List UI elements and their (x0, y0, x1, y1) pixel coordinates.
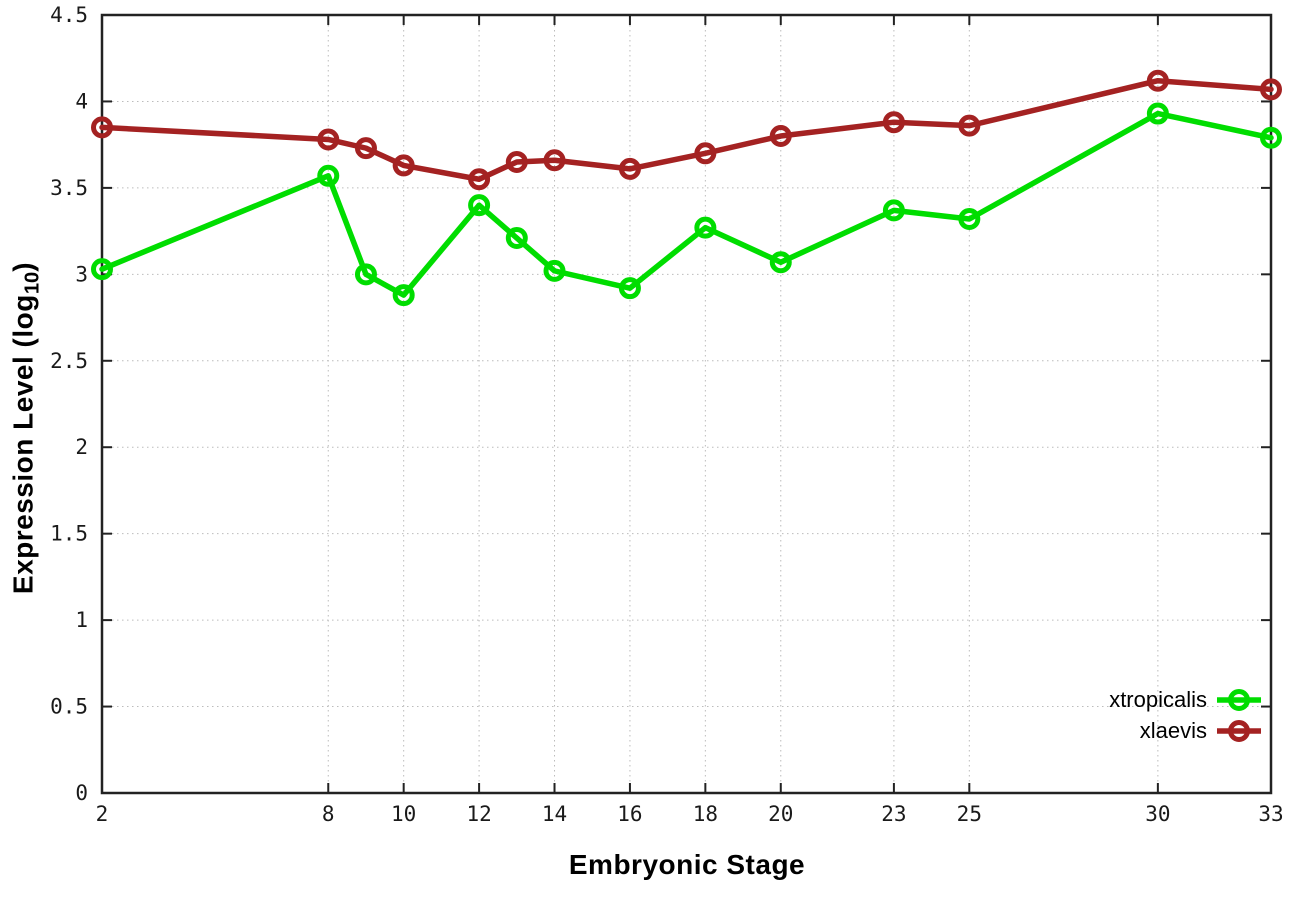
x-tick-label: 18 (693, 802, 718, 826)
series-line-xlaevis (99, 77, 1274, 182)
legend-marker-xlaevis-icon (1217, 719, 1261, 742)
data-point-xlaevis (543, 149, 566, 172)
data-point-xlaevis (1260, 78, 1282, 101)
legend-label-xlaevis: xlaevis (1139, 717, 1207, 743)
legend-marker-xtropicalis-icon (1217, 688, 1261, 711)
data-point-xlaevis (1146, 69, 1169, 92)
legend-item-xlaevis: xlaevis (1140, 715, 1262, 746)
data-point-xlaevis (392, 154, 415, 177)
axis-ticks (101, 14, 1272, 794)
data-point-xtropicalis (543, 259, 566, 282)
x-tick-label: 12 (466, 802, 491, 826)
y-axis-label-text: Expression Level (log (7, 294, 39, 595)
data-point-xtropicalis (958, 208, 981, 231)
x-tick-label: 8 (322, 802, 335, 826)
data-point-xlaevis (958, 114, 981, 137)
y-axis-label-subscript: 10 (21, 271, 44, 295)
x-tick-label: 30 (1145, 802, 1170, 826)
x-tick-labels: 2 8 10 12 14 16 18 20 23 25 30 33 (96, 802, 1284, 826)
legend-label-xtropicalis: xtropicalis (1109, 686, 1207, 712)
y-tick-label: 3 (75, 262, 88, 286)
y-tick-label: 4.5 (50, 3, 88, 27)
x-tick-label: 23 (881, 802, 906, 826)
y-axis-label-close: ) (7, 261, 39, 272)
data-point-xtropicalis (317, 164, 340, 187)
data-point-xlaevis (882, 111, 905, 134)
data-point-xtropicalis (618, 277, 641, 300)
data-point-xtropicalis (1260, 126, 1282, 149)
y-tick-label: 2.5 (50, 349, 88, 373)
y-tick-label: 1.5 (50, 522, 88, 546)
y-tick-label: 4 (75, 89, 88, 113)
data-point-xtropicalis (769, 251, 792, 274)
x-tick-label: 14 (542, 802, 567, 826)
data-point-xlaevis (91, 116, 113, 139)
data-point-xtropicalis (392, 284, 415, 307)
data-point-xtropicalis (1146, 102, 1169, 125)
x-tick-label: 25 (957, 802, 982, 826)
data-point-xtropicalis (91, 258, 113, 281)
plot-border (100, 13, 1273, 795)
x-axis-label: Embryonic Stage (568, 849, 806, 880)
data-point-xlaevis (769, 125, 792, 148)
data-point-xlaevis (694, 142, 717, 165)
data-point-xlaevis (505, 150, 528, 173)
series-xtropicalis (91, 102, 1282, 307)
y-tick-labels: 0 0.5 1 1.5 2 2.5 3 3.5 4 4.5 (50, 3, 88, 805)
data-point-xtropicalis (882, 199, 905, 222)
data-point-xtropicalis (468, 194, 491, 217)
y-tick-label: 0.5 (50, 695, 88, 719)
x-tick-label: 2 (96, 802, 109, 826)
gridlines (102, 15, 1271, 793)
y-tick-label: 0 (75, 781, 88, 805)
y-axis-label: Expression Level (log10) (8, 262, 45, 594)
x-tick-label: 20 (768, 802, 793, 826)
data-point-xlaevis (468, 168, 491, 191)
data-point-xtropicalis (354, 263, 377, 286)
series-xlaevis (91, 69, 1282, 191)
x-tick-label: 16 (617, 802, 642, 826)
data-point-xlaevis (618, 157, 641, 180)
series-line-xtropicalis (99, 110, 1274, 298)
data-point-xlaevis (354, 137, 377, 160)
legend: xtropicalis xlaevis (1109, 684, 1262, 746)
y-tick-label: 2 (75, 435, 88, 459)
y-tick-label: 1 (75, 608, 88, 632)
legend-item-xtropicalis: xtropicalis (1109, 684, 1262, 715)
data-point-xtropicalis (694, 216, 717, 239)
y-tick-label: 3.5 (50, 176, 88, 200)
data-point-xlaevis (317, 128, 340, 151)
x-tick-label: 33 (1258, 802, 1283, 826)
data-point-xtropicalis (505, 227, 528, 250)
x-tick-label: 10 (391, 802, 416, 826)
